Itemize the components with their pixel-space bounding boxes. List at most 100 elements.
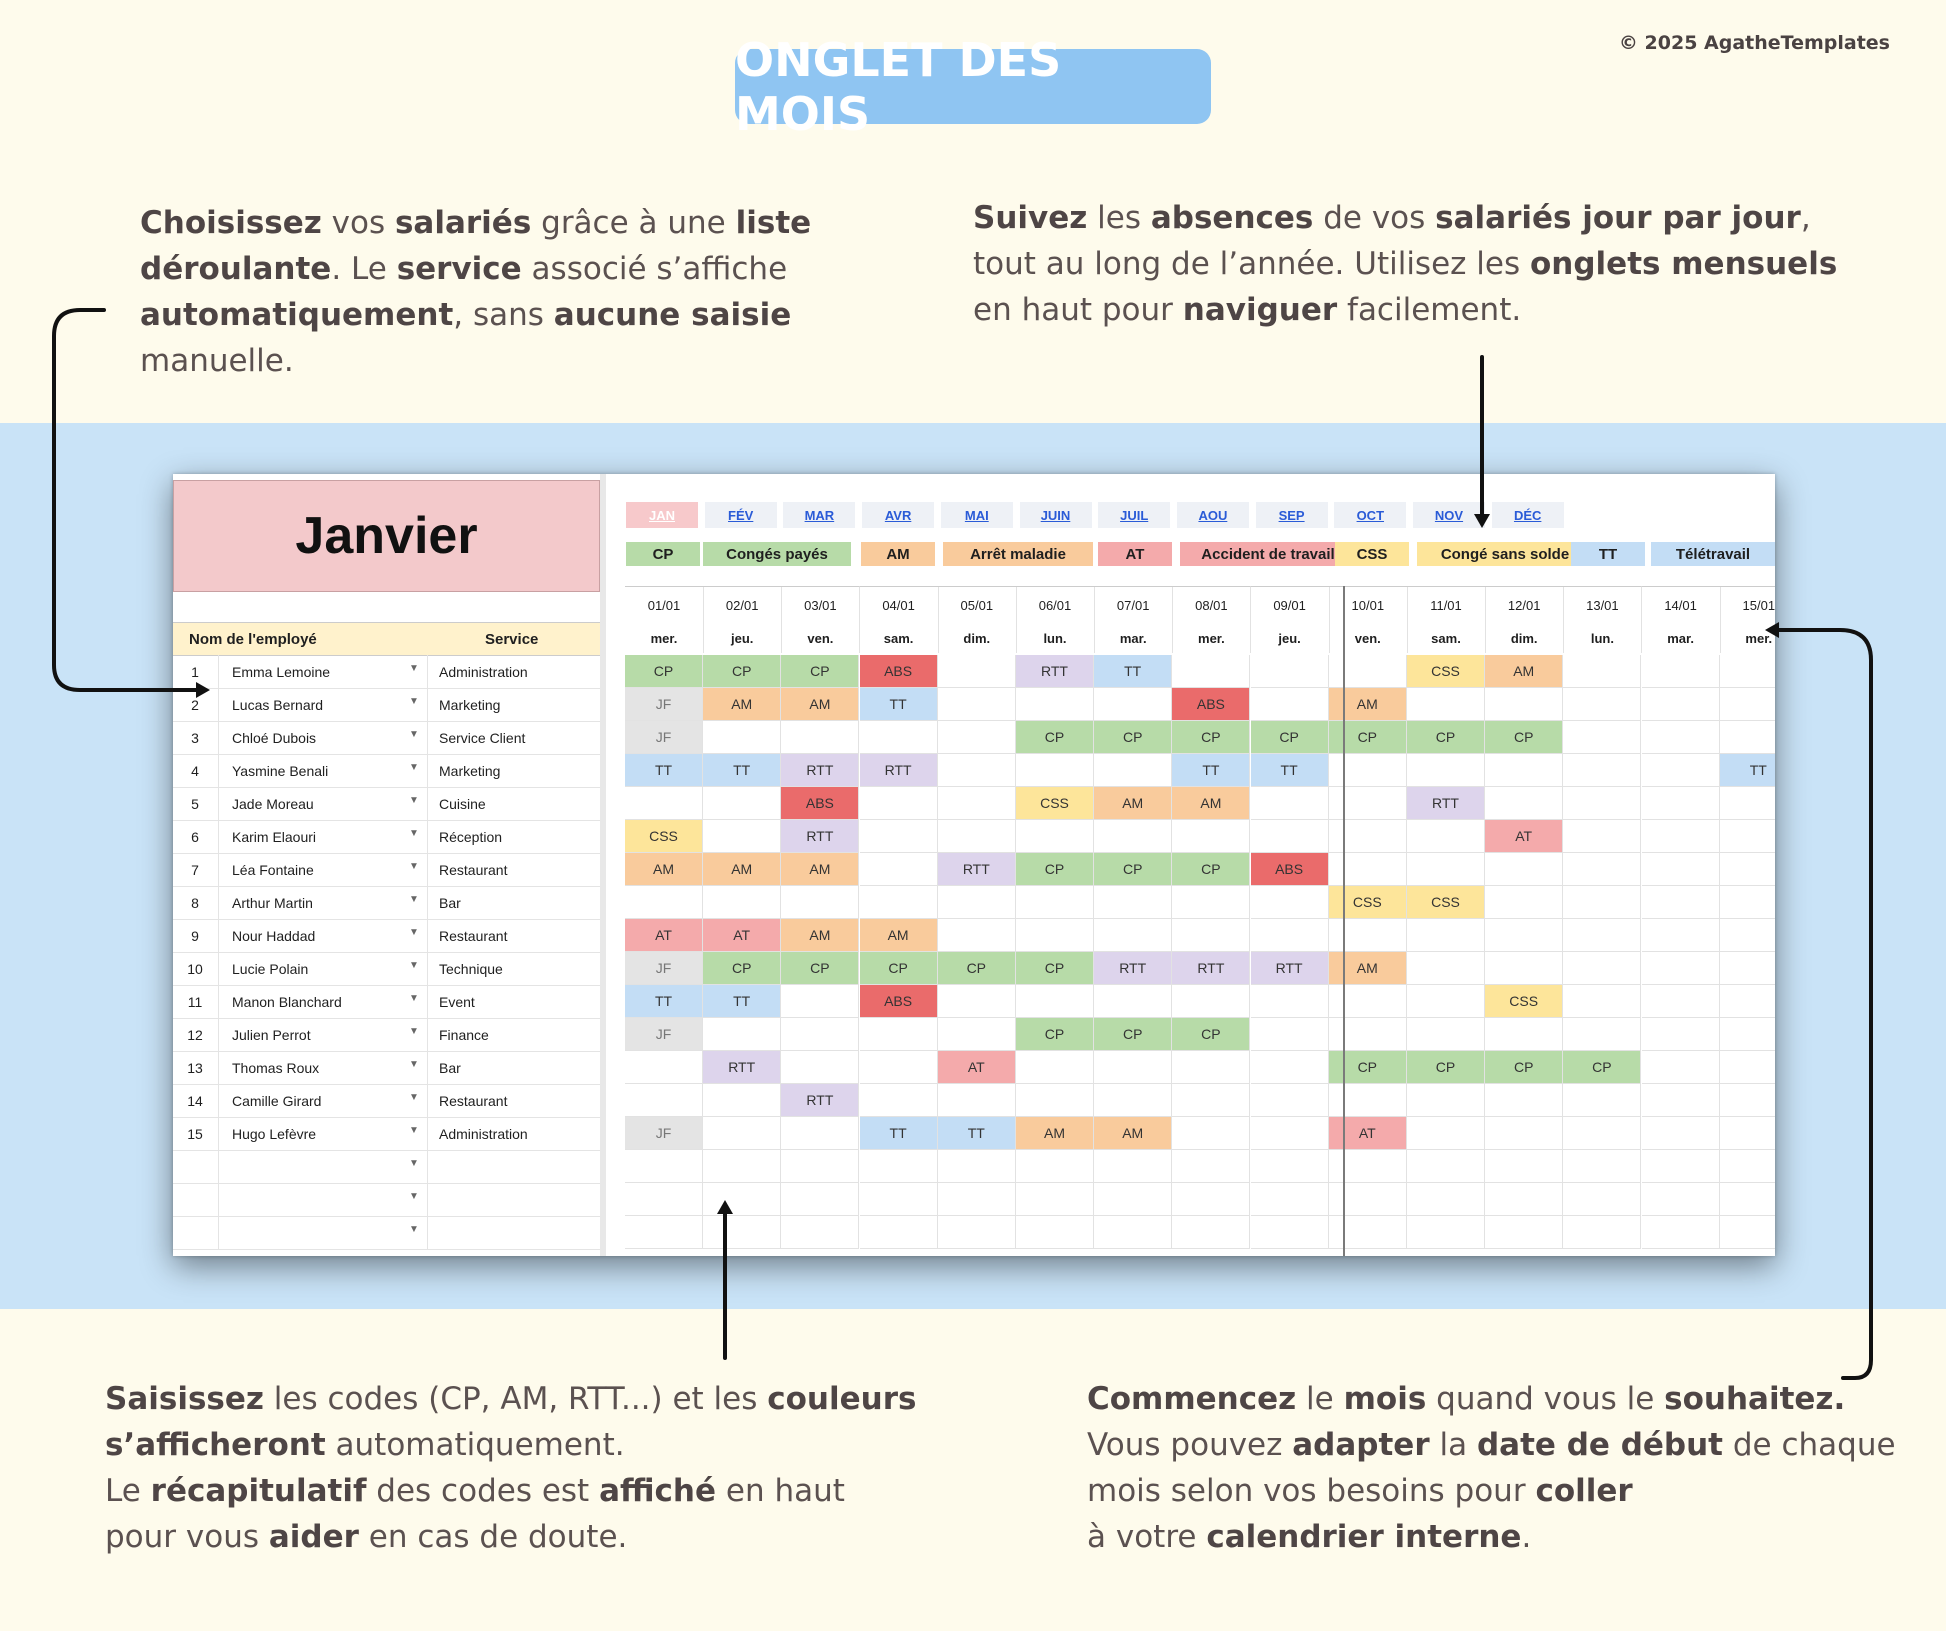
- absence-cell[interactable]: [1563, 952, 1642, 985]
- absence-cell[interactable]: [1172, 1117, 1251, 1150]
- absence-cell[interactable]: [703, 1216, 782, 1249]
- absence-cell[interactable]: [1641, 1117, 1720, 1150]
- absence-cell[interactable]: CP: [1407, 1051, 1485, 1084]
- employee-row[interactable]: 2 Lucas Bernard Marketing ▼: [173, 688, 600, 722]
- dropdown-arrow-icon[interactable]: ▼: [409, 993, 419, 1004]
- absence-cell[interactable]: [1094, 985, 1173, 1018]
- absence-cell[interactable]: [625, 787, 703, 820]
- dropdown-arrow-icon[interactable]: ▼: [409, 1092, 419, 1103]
- absence-cell[interactable]: CP: [1172, 853, 1251, 886]
- employee-row[interactable]: 8 Arthur Martin Bar ▼: [173, 886, 600, 920]
- absence-cell[interactable]: [859, 853, 938, 886]
- absence-cell[interactable]: [1094, 688, 1173, 721]
- absence-cell[interactable]: CP: [1016, 952, 1094, 985]
- absence-cell[interactable]: [1641, 754, 1720, 787]
- absence-cell[interactable]: [859, 820, 938, 853]
- absence-cell[interactable]: [1328, 1018, 1407, 1051]
- employee-name-select[interactable]: Lucie Polain: [232, 961, 309, 977]
- absence-cell[interactable]: [937, 1018, 1016, 1051]
- employee-name-select[interactable]: Julien Perrot: [232, 1027, 311, 1043]
- absence-cell[interactable]: JF: [625, 1117, 703, 1150]
- absence-cell[interactable]: [859, 1051, 938, 1084]
- absence-cell[interactable]: [1485, 688, 1564, 721]
- tab-month-7[interactable]: AOU: [1176, 502, 1249, 528]
- dropdown-arrow-icon[interactable]: ▼: [409, 729, 419, 740]
- employee-name-select[interactable]: Nour Haddad: [232, 928, 316, 944]
- dropdown-arrow-icon[interactable]: ▼: [409, 894, 419, 905]
- absence-cell[interactable]: [1094, 1084, 1173, 1117]
- absence-cell[interactable]: RTT: [1094, 952, 1173, 985]
- absence-cell[interactable]: [1719, 721, 1775, 754]
- absence-cell[interactable]: JF: [625, 688, 703, 721]
- absence-cell[interactable]: JF: [625, 721, 703, 754]
- absence-cell[interactable]: CP: [781, 952, 860, 985]
- absence-cell[interactable]: AT: [703, 919, 782, 952]
- absence-cell[interactable]: CP: [1016, 721, 1094, 754]
- absence-cell[interactable]: TT: [859, 688, 938, 721]
- absence-cell[interactable]: [625, 886, 703, 919]
- tab-month-11[interactable]: DÉC: [1491, 502, 1564, 528]
- absence-cell[interactable]: [1250, 1084, 1329, 1117]
- absence-cell[interactable]: [1719, 985, 1775, 1018]
- absence-cell[interactable]: [1016, 688, 1094, 721]
- tab-month-2[interactable]: MAR: [783, 502, 856, 528]
- absence-cell[interactable]: [1563, 853, 1642, 886]
- absence-cell[interactable]: TT: [1719, 754, 1775, 787]
- absence-cell[interactable]: [859, 1183, 938, 1216]
- absence-cell[interactable]: [1719, 1084, 1775, 1117]
- employee-name-select[interactable]: Thomas Roux: [232, 1060, 320, 1076]
- absence-cell[interactable]: AM: [1485, 655, 1564, 688]
- absence-cell[interactable]: [625, 1216, 703, 1249]
- dropdown-arrow-icon[interactable]: ▼: [409, 1026, 419, 1037]
- absence-cell[interactable]: [781, 1018, 860, 1051]
- absence-cell[interactable]: JF: [625, 952, 703, 985]
- absence-cell[interactable]: [1719, 1150, 1775, 1183]
- absence-cell[interactable]: CP: [703, 952, 782, 985]
- dropdown-arrow-icon[interactable]: ▼: [409, 828, 419, 839]
- absence-cell[interactable]: [703, 820, 782, 853]
- absence-cell[interactable]: [1563, 1018, 1642, 1051]
- absence-cell[interactable]: [781, 1183, 860, 1216]
- absence-cell[interactable]: AM: [703, 688, 782, 721]
- absence-cell[interactable]: AM: [1328, 952, 1407, 985]
- absence-cell[interactable]: CP: [1328, 721, 1407, 754]
- absence-cell[interactable]: AT: [625, 919, 703, 952]
- absence-cell[interactable]: [1563, 1183, 1642, 1216]
- absence-cell[interactable]: [859, 1018, 938, 1051]
- absence-cell[interactable]: [1172, 985, 1251, 1018]
- absence-cell[interactable]: [625, 1051, 703, 1084]
- absence-cell[interactable]: [1563, 655, 1642, 688]
- absence-cell[interactable]: [1641, 1051, 1720, 1084]
- absence-cell[interactable]: TT: [1094, 655, 1173, 688]
- employee-name-select[interactable]: Lucas Bernard: [232, 697, 324, 713]
- absence-cell[interactable]: [1719, 1117, 1775, 1150]
- absence-cell[interactable]: [1328, 655, 1407, 688]
- absence-cell[interactable]: [859, 1216, 938, 1249]
- absence-cell[interactable]: [1719, 787, 1775, 820]
- empty-row[interactable]: ▼: [173, 1150, 600, 1184]
- absence-cell[interactable]: [781, 1216, 860, 1249]
- absence-cell[interactable]: [1563, 1084, 1642, 1117]
- absence-cell[interactable]: [781, 721, 860, 754]
- absence-cell[interactable]: [1563, 820, 1642, 853]
- absence-cell[interactable]: [1719, 655, 1775, 688]
- absence-cell[interactable]: [937, 754, 1016, 787]
- absence-cell[interactable]: RTT: [781, 1084, 860, 1117]
- absence-cell[interactable]: [1719, 1183, 1775, 1216]
- absence-cell[interactable]: [1094, 1051, 1173, 1084]
- absence-cell[interactable]: [625, 1150, 703, 1183]
- absence-cell[interactable]: [1250, 1150, 1329, 1183]
- absence-cell[interactable]: ABS: [1172, 688, 1251, 721]
- absence-cell[interactable]: [1407, 820, 1485, 853]
- dropdown-arrow-icon[interactable]: ▼: [409, 663, 419, 674]
- absence-cell[interactable]: [1250, 886, 1329, 919]
- absence-cell[interactable]: [1563, 787, 1642, 820]
- absence-cell[interactable]: TT: [703, 985, 782, 1018]
- absence-cell[interactable]: [1641, 853, 1720, 886]
- dropdown-arrow-icon[interactable]: ▼: [409, 960, 419, 971]
- tab-month-1[interactable]: FÉV: [704, 502, 777, 528]
- absence-cell[interactable]: [1328, 1183, 1407, 1216]
- absence-cell[interactable]: [1563, 754, 1642, 787]
- absence-cell[interactable]: [859, 787, 938, 820]
- absence-cell[interactable]: [1250, 985, 1329, 1018]
